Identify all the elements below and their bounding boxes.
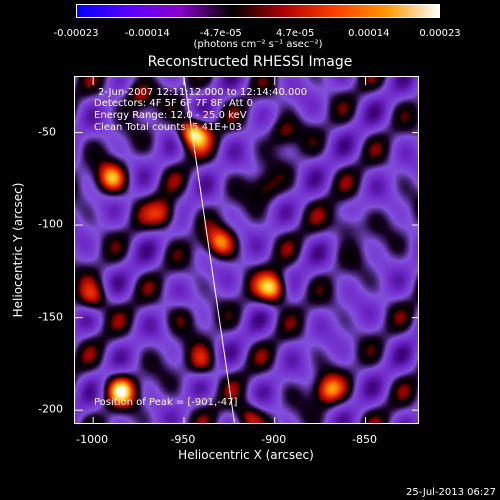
y-tick-label: -100: [38, 217, 63, 231]
footer-date: 25-Jul-2013 06:27: [405, 487, 496, 498]
plot-area: [74, 76, 419, 424]
colorbar-tick-label: -0.00014: [124, 28, 170, 39]
info-energy-range: Energy Range: 12.0 - 25.0 keV: [94, 110, 247, 121]
info-time-range: 2-Jun-2007 12:11:12.000 to 12:14:40.000: [98, 87, 308, 98]
colorbar: [76, 4, 440, 18]
peak-position-label: Position of Peak = [-901,-47]: [94, 397, 238, 408]
x-tick-label: -950: [170, 433, 196, 446]
y-tick-label: -50: [38, 125, 56, 139]
colorbar-tick-label: 0.00023: [419, 28, 461, 39]
colorbar-unit: (photons cm⁻² s⁻¹ asec⁻²): [193, 39, 323, 50]
x-tick-label: -1000: [76, 433, 109, 446]
colorbar-tick-label: 0.00014: [348, 28, 390, 39]
colorbar-tick-label: -0.00023: [53, 28, 99, 39]
info-detectors: Detectors: 4F 5F 6F 7F 8F, Att 0: [94, 98, 254, 109]
heatmap-image: [75, 77, 418, 423]
colorbar-tick-label: 4.7e-05: [275, 28, 315, 39]
x-tick-label: -900: [261, 433, 287, 446]
x-tick-label: -850: [352, 433, 377, 446]
solar-limb-line: [183, 77, 236, 423]
y-tick-label: -150: [38, 310, 63, 324]
plot-overlay: [75, 77, 418, 423]
y-axis-label: Heliocentric Y (arcsec): [11, 182, 25, 318]
info-total-counts: Clean Total counts: 5.41E+03: [94, 122, 242, 133]
x-axis-label: Heliocentric X (arcsec): [178, 448, 314, 462]
chart-title: Reconstructed RHESSI Image: [147, 54, 353, 70]
colorbar-tick-label: -4.7e-05: [199, 28, 242, 39]
y-tick-label: -200: [38, 402, 63, 416]
